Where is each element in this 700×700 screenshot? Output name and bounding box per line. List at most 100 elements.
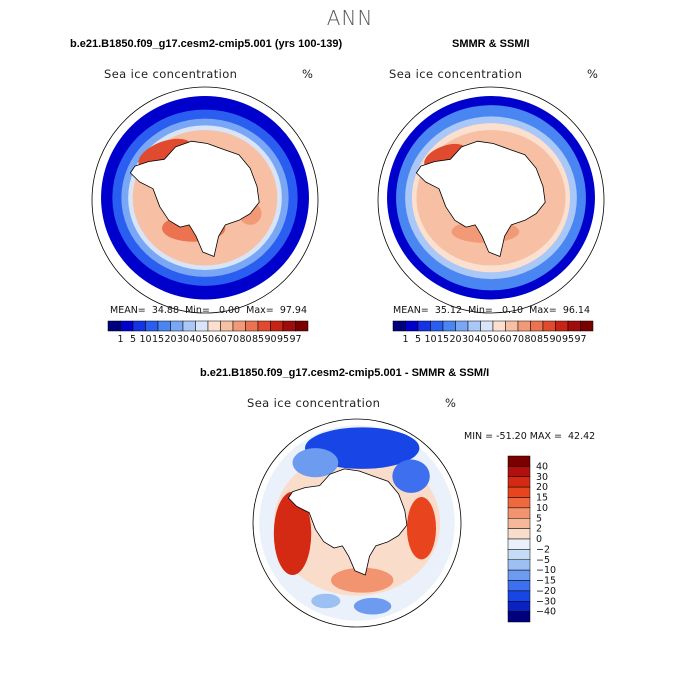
panel2-field-title: Sea ice concentration bbox=[389, 67, 523, 81]
panel3-colorbar-tick-label-3: 15 bbox=[536, 493, 548, 504]
panel3-patch-2 bbox=[392, 459, 430, 493]
panel1-colorbar-swatch-8 bbox=[207, 320, 221, 332]
panel2-colorbar-swatch-1 bbox=[405, 320, 419, 332]
panel1-max-label: Max= bbox=[246, 305, 274, 316]
panel1-colorbar-tick-label-0: 1 bbox=[117, 334, 123, 345]
panel3-min-value: -51.20 bbox=[496, 431, 527, 442]
panel3-patch-1 bbox=[292, 448, 339, 478]
panel3-colorbar-tick-label-1: 30 bbox=[536, 472, 548, 483]
panel3-colorbar-swatch-9 bbox=[507, 549, 531, 560]
panel2-colorbar-tick-label-0: 1 bbox=[402, 334, 408, 345]
panel2-colorbar-swatch-12 bbox=[542, 320, 556, 332]
panel2-colorbar-swatch-7 bbox=[480, 320, 494, 332]
panel1-colorbar-swatch-15 bbox=[295, 320, 309, 332]
panel2-colorbar-swatch-8 bbox=[492, 320, 506, 332]
panel2-colorbar-tick-label-8: 60 bbox=[499, 334, 511, 345]
panel1-mean-value: 34.88 bbox=[151, 305, 180, 316]
panel1-colorbar-swatch-4 bbox=[157, 320, 171, 332]
panel2-colorbar-tick-label-4: 20 bbox=[449, 334, 461, 345]
panel2-antarctica-outline bbox=[416, 140, 546, 257]
panel3-patch-5 bbox=[331, 567, 394, 593]
panel2-map bbox=[377, 86, 605, 314]
panel3-colorbar-swatch-13 bbox=[507, 590, 531, 602]
panel2-colorbar-tick-label-14: 97 bbox=[574, 334, 586, 345]
panel2-colorbar-swatch-3 bbox=[430, 320, 444, 332]
panel2-colorbar-swatch-13 bbox=[555, 320, 569, 332]
panel3-colorbar-swatch-1 bbox=[507, 466, 531, 477]
panel1-colorbar: 1 5 10 15 20 30 40 50 60 70 80 85 90 95 97 bbox=[107, 320, 309, 345]
panel2-colorbar-tick-label-10: 80 bbox=[524, 334, 536, 345]
panel3-patch-6 bbox=[353, 597, 392, 615]
panel2-colorbar-swatch-15 bbox=[580, 320, 594, 332]
panel3-colorbar-swatch-0 bbox=[507, 455, 531, 467]
panel2-colorbar-tick-label-12: 90 bbox=[549, 334, 561, 345]
panel3-colorbar-tick-label-4: 10 bbox=[536, 503, 548, 514]
panel2-max-label: Max= bbox=[529, 305, 557, 316]
panel1-colorbar-tick-label-10: 80 bbox=[239, 334, 251, 345]
panel3-colorbar-tick-label-2: 20 bbox=[536, 482, 548, 493]
panel3-max-label: MAX = bbox=[529, 431, 562, 442]
panel3-colorbar-tick-label-12: −20 bbox=[536, 586, 556, 597]
panel2-colorbar-tick-label-1: 5 bbox=[415, 334, 421, 345]
panel3-colorbar-swatch-6 bbox=[507, 518, 531, 529]
panel3-colorbar-tick-label-5: 5 bbox=[536, 513, 542, 524]
panel2-map-border bbox=[377, 86, 605, 314]
panel1-colorbar-tick-label-12: 90 bbox=[264, 334, 276, 345]
panel1-colorbar-swatch-6 bbox=[182, 320, 196, 332]
panel3-colorbar-swatch-11 bbox=[507, 569, 531, 581]
panel2-colorbar-swatch-6 bbox=[467, 320, 481, 332]
panel3-colorbar-tick-label-8: −2 bbox=[536, 544, 550, 555]
panel1-colorbar-tick-label-9: 70 bbox=[227, 334, 239, 345]
panel2-colorbar-swatch-10 bbox=[517, 320, 531, 332]
panel1-colorbar-swatch-3 bbox=[145, 320, 159, 332]
panel2-colorbar-swatch-11 bbox=[530, 320, 544, 332]
panel1-min-value: 0.00 bbox=[218, 305, 241, 316]
panel1-mean-label: MEAN= bbox=[110, 305, 146, 316]
panel2-colorbar-tick-label-7: 50 bbox=[487, 334, 499, 345]
panel3-colorbar-swatch-2 bbox=[507, 476, 531, 488]
panel3-colorbar-swatch-4 bbox=[507, 497, 531, 509]
panel3-units: % bbox=[445, 396, 456, 410]
panel2-colorbar-tick-label-13: 95 bbox=[562, 334, 574, 345]
panel2-colorbar-tick-label-9: 70 bbox=[512, 334, 524, 345]
panel2-colorbar-swatch-4 bbox=[442, 320, 456, 332]
panel1-colorbar-tick-label-4: 20 bbox=[164, 334, 176, 345]
panel2-colorbar-tick-label-2: 10 bbox=[424, 334, 436, 345]
panel2-colorbar-swatch-2 bbox=[417, 320, 431, 332]
panel3-stats: MIN = -51.20 MAX = 42.42 bbox=[464, 431, 595, 442]
panel2-mean-label: MEAN= bbox=[393, 305, 429, 316]
panel2-colorbar-swatch-9 bbox=[505, 320, 519, 332]
panel1-colorbar-tick-label-6: 40 bbox=[189, 334, 201, 345]
panel1-colorbar-tick-label-8: 60 bbox=[214, 334, 226, 345]
panel1-colorbar-swatch-14 bbox=[282, 320, 296, 332]
panel2-units: % bbox=[587, 67, 598, 81]
panel2-mean-value: 35.12 bbox=[434, 305, 463, 316]
panel3-map-border bbox=[252, 418, 462, 628]
panel3-patch-3 bbox=[273, 491, 312, 575]
panel3-max-value: 42.42 bbox=[568, 431, 596, 442]
panel1-stats: MEAN= 34.88 Min= 0.00 Max= 97.94 bbox=[110, 305, 307, 316]
panel1-colorbar-tick-label-13: 95 bbox=[277, 334, 289, 345]
panel3-colorbar-tick-label-6: 2 bbox=[536, 524, 542, 535]
panel2-colorbar-tick-label-3: 15 bbox=[437, 334, 449, 345]
panel3-colorbar-swatch-14 bbox=[507, 601, 531, 612]
panel2-colorbar: 1 5 10 15 20 30 40 50 60 70 80 85 90 95 97 bbox=[392, 320, 594, 345]
panel1-units: % bbox=[302, 67, 313, 81]
panel1-colorbar-tick-label-7: 50 bbox=[202, 334, 214, 345]
panel2-colorbar-tick-label-11: 85 bbox=[537, 334, 549, 345]
panel3-colorbar-swatch-3 bbox=[507, 486, 531, 498]
panel1-colorbar-swatch-1 bbox=[120, 320, 134, 332]
panel2-case-title: SMMR & SSM/I bbox=[452, 38, 530, 50]
panel3-map bbox=[252, 418, 462, 628]
panel1-max-value: 97.94 bbox=[279, 305, 308, 316]
panel1-colorbar-tick-label-1: 5 bbox=[130, 334, 136, 345]
panel2-max-value: 96.14 bbox=[562, 305, 591, 316]
panel1-colorbar-swatch-5 bbox=[170, 320, 184, 332]
panel3-colorbar-swatch-8 bbox=[507, 538, 531, 550]
panel1-colorbar-swatch-9 bbox=[220, 320, 234, 332]
panel3-colorbar-tick-label-7: 0 bbox=[536, 534, 542, 545]
panel1-colorbar-tick-label-14: 97 bbox=[289, 334, 301, 345]
panel1-colorbar-tick-label-2: 10 bbox=[139, 334, 151, 345]
panel3-colorbar-swatch-7 bbox=[507, 528, 531, 540]
